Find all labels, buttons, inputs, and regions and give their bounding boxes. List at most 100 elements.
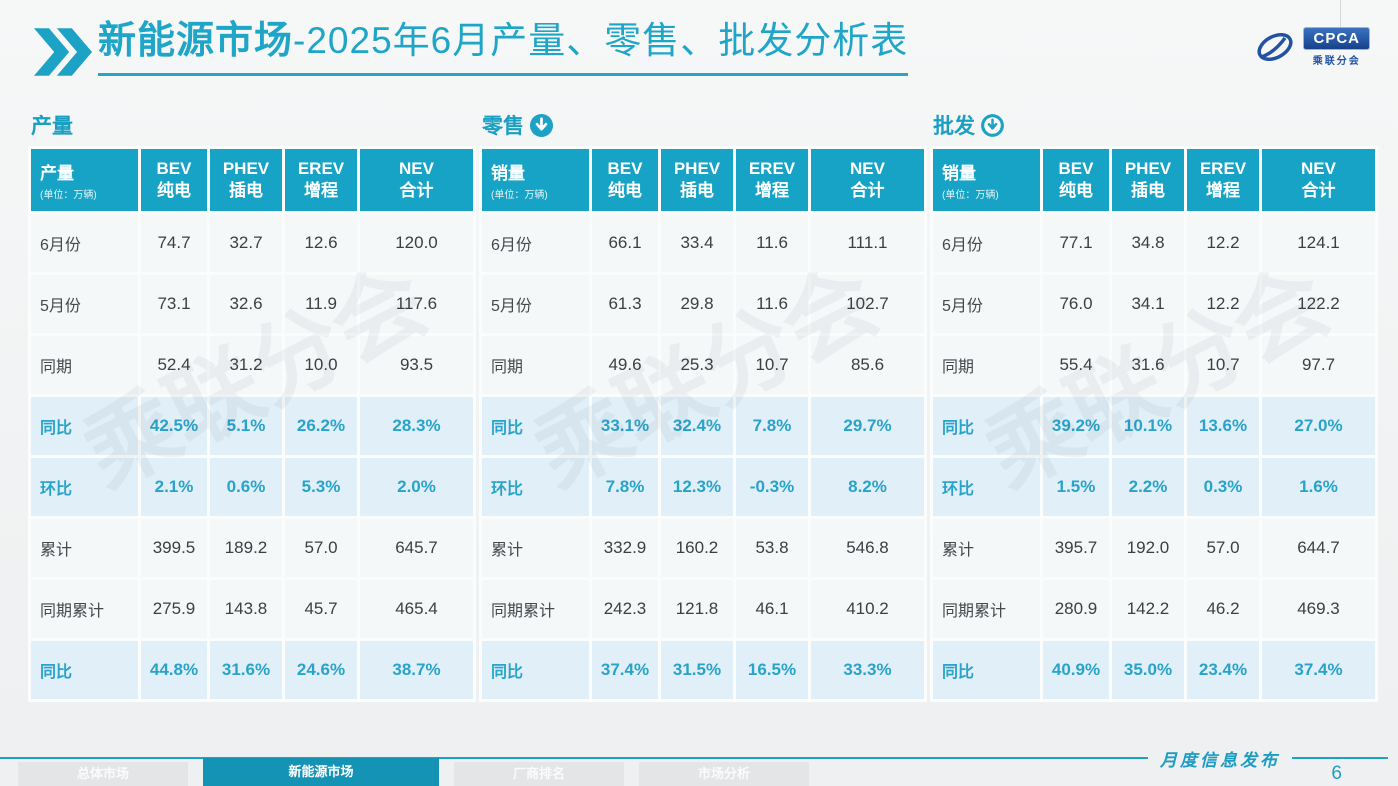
header-row: 销量 (单位：万辆) BEV 纯电 PHEV 插电 EREV 增程 NEV 合计	[482, 149, 924, 211]
cell-value: 399.5	[141, 519, 207, 577]
col-header-erev: EREV 增程	[285, 149, 357, 211]
cell-value: 469.3	[1262, 580, 1375, 638]
table-row: 环比 1.5% 2.2% 0.3% 1.6%	[933, 458, 1375, 516]
cell-value: 31.2	[210, 336, 282, 394]
col-header-bev: BEV 纯电	[592, 149, 658, 211]
production-section-header: 产量	[28, 104, 476, 146]
production-table-panel: 产量 产量 (单位：万辆) BEV 纯电 PHEV 插电 EREV 增程 NEV 合计 6…	[28, 104, 476, 702]
retail-section-header: 零售	[479, 104, 927, 146]
col-header-bev: BEV 纯电	[1043, 149, 1109, 211]
cell-value: 10.7	[736, 336, 808, 394]
row-label: 累计	[933, 519, 1040, 577]
nav-tab[interactable]: 厂商排名	[454, 762, 624, 786]
table-row: 同期 52.4 31.2 10.0 93.5	[31, 336, 473, 394]
cell-value: 37.4%	[592, 641, 658, 699]
cell-value: 10.1%	[1112, 397, 1184, 455]
cell-value: 57.0	[1187, 519, 1259, 577]
production-table: 产量 (单位：万辆) BEV 纯电 PHEV 插电 EREV 增程 NEV 合计 6月份 7…	[28, 146, 476, 702]
table-row: 同比 39.2% 10.1% 13.6% 27.0%	[933, 397, 1375, 455]
cell-value: 546.8	[811, 519, 924, 577]
table-row: 同比 37.4% 31.5% 16.5% 33.3%	[482, 641, 924, 699]
cell-value: 25.3	[661, 336, 733, 394]
table-row: 6月份 77.1 34.8 12.2 124.1	[933, 214, 1375, 272]
row-label: 同比	[31, 397, 138, 455]
table-row: 同比 33.1% 32.4% 7.8% 29.7%	[482, 397, 924, 455]
cell-value: 0.3%	[1187, 458, 1259, 516]
cell-value: 44.8%	[141, 641, 207, 699]
nav-tab[interactable]: 市场分析	[639, 762, 809, 786]
col-header-erev: EREV 增程	[1187, 149, 1259, 211]
cell-value: 74.7	[141, 214, 207, 272]
nav-tab[interactable]: 总体市场	[18, 762, 188, 786]
cell-value: 332.9	[592, 519, 658, 577]
cell-value: 29.8	[661, 275, 733, 333]
table-row: 累计 395.7 192.0 57.0 644.7	[933, 519, 1375, 577]
col-header-nev: NEV 合计	[1262, 149, 1375, 211]
down-arrow-outline-icon	[981, 113, 1004, 137]
cell-value: 52.4	[141, 336, 207, 394]
cell-value: 121.8	[661, 580, 733, 638]
row-label: 环比	[482, 458, 589, 516]
down-arrow-filled-icon	[530, 113, 553, 137]
cell-value: 8.2%	[811, 458, 924, 516]
measure-header-cell: 产量 (单位：万辆)	[31, 149, 138, 211]
cell-value: 32.7	[210, 214, 282, 272]
row-label: 同比	[31, 641, 138, 699]
cpca-logo-subtext: 乘联分会	[1312, 56, 1361, 67]
footer-caption: 月度信息发布	[1160, 750, 1280, 770]
cell-value: 37.4%	[1262, 641, 1375, 699]
header-row: 销量 (单位：万辆) BEV 纯电 PHEV 插电 EREV 增程 NEV 合计	[933, 149, 1375, 211]
footer-rule-right	[1292, 757, 1388, 759]
cell-value: 12.6	[285, 214, 357, 272]
cell-value: 124.1	[1262, 214, 1375, 272]
cell-value: 10.7	[1187, 336, 1259, 394]
wholesale-section-title: 批发	[933, 115, 975, 138]
cell-value: 34.1	[1112, 275, 1184, 333]
row-label: 6月份	[31, 214, 138, 272]
cpca-swirl-icon	[1257, 33, 1294, 61]
cell-value: 33.4	[661, 214, 733, 272]
nav-tab[interactable]: 新能源市场	[203, 758, 439, 786]
cell-value: 7.8%	[592, 458, 658, 516]
cell-value: 192.0	[1112, 519, 1184, 577]
row-label: 同比	[933, 641, 1040, 699]
cell-value: 120.0	[360, 214, 473, 272]
cell-value: 242.3	[592, 580, 658, 638]
table-row: 6月份 74.7 32.7 12.6 120.0	[31, 214, 473, 272]
table-row: 6月份 66.1 33.4 11.6 111.1	[482, 214, 924, 272]
cell-value: 11.6	[736, 214, 808, 272]
cell-value: 645.7	[360, 519, 473, 577]
cell-value: 40.9%	[1043, 641, 1109, 699]
retail-section-title: 零售	[482, 115, 524, 138]
production-section-title: 产量	[31, 115, 73, 138]
wholesale-section-header: 批发	[930, 104, 1378, 146]
cell-value: 16.5%	[736, 641, 808, 699]
wholesale-table-panel: 批发 销量 (单位：万辆) BEV 纯电 PHEV 插电 EREV 增程 NEV 合计 6…	[930, 104, 1378, 702]
retail-table: 销量 (单位：万辆) BEV 纯电 PHEV 插电 EREV 增程 NEV 合计 6月份 6…	[479, 146, 927, 702]
cell-value: 49.6	[592, 336, 658, 394]
page-number: 6	[1331, 763, 1342, 784]
row-label: 同比	[482, 397, 589, 455]
cell-value: 12.2	[1187, 275, 1259, 333]
table-row: 同比 42.5% 5.1% 26.2% 28.3%	[31, 397, 473, 455]
measure-header-cell: 销量 (单位：万辆)	[933, 149, 1040, 211]
double-chevron-icon	[34, 27, 92, 82]
table-row: 5月份 76.0 34.1 12.2 122.2	[933, 275, 1375, 333]
cell-value: 102.7	[811, 275, 924, 333]
cell-value: 46.1	[736, 580, 808, 638]
col-header-nev: NEV 合计	[811, 149, 924, 211]
cell-value: 1.6%	[1262, 458, 1375, 516]
cell-value: 143.8	[210, 580, 282, 638]
cell-value: 77.1	[1043, 214, 1109, 272]
row-label: 环比	[31, 458, 138, 516]
measure-header-cell: 销量 (单位：万辆)	[482, 149, 589, 211]
table-row: 累计 332.9 160.2 53.8 546.8	[482, 519, 924, 577]
cell-value: 465.4	[360, 580, 473, 638]
cell-value: 35.0%	[1112, 641, 1184, 699]
cell-value: 93.5	[360, 336, 473, 394]
cell-value: 31.6%	[210, 641, 282, 699]
cell-value: 2.0%	[360, 458, 473, 516]
cell-value: 280.9	[1043, 580, 1109, 638]
cell-value: 10.0	[285, 336, 357, 394]
